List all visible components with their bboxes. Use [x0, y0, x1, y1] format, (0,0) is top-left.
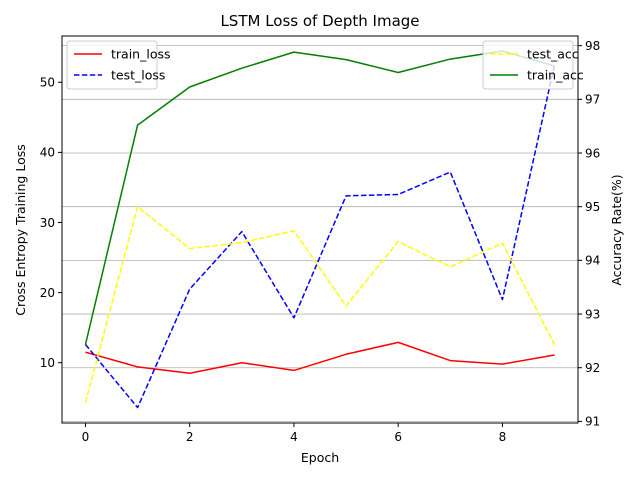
y-left-tick-label: 40	[40, 146, 55, 160]
y-left-tick-label: 30	[40, 216, 55, 230]
legends: train_loss test_loss test_acc train_acc	[66, 40, 584, 90]
legend-label: train_acc	[527, 68, 584, 83]
series-line-train-acc	[84, 50, 555, 345]
y-right-tick-label: 93	[585, 307, 600, 321]
x-tick-label: 2	[186, 430, 194, 444]
legend-label: test_acc	[527, 47, 579, 62]
x-tick-label: 8	[499, 430, 507, 444]
legend-label: test_loss	[111, 68, 165, 83]
axes: 0 2 4 6 8 10 20 30 40 50 91 92 93 94 95 96 97 98	[40, 35, 600, 444]
y-right-tick-label: 96	[585, 146, 600, 160]
x-tick-label: 4	[290, 430, 298, 444]
y-axis-left-label: Cross Entropy Training Loss	[13, 144, 28, 316]
series-line-test-loss	[84, 64, 556, 409]
legend-box	[482, 40, 574, 90]
y-left-tick-label: 50	[40, 76, 55, 90]
x-axis-label: Epoch	[301, 450, 339, 465]
legend-box	[66, 40, 158, 90]
plot-frame	[61, 35, 579, 424]
y-right-tick-label: 92	[585, 361, 600, 375]
y-left-tick-label: 10	[40, 356, 55, 370]
x-tick-label: 0	[82, 430, 90, 444]
series-line-train-loss	[85, 341, 555, 374]
y-right-tick-label: 98	[585, 39, 600, 53]
legend-upper-left: train_loss test_loss	[66, 40, 171, 90]
y-right-tick-label: 94	[585, 254, 600, 268]
series-lines	[84, 50, 556, 409]
x-tick-label: 6	[394, 430, 402, 444]
chart-title: LSTM Loss of Depth Image	[220, 12, 419, 30]
y-right-tick-label: 91	[585, 415, 600, 429]
y-axis-right-label: Accuracy Rate(%)	[609, 174, 624, 285]
y-left-tick-label: 20	[40, 286, 55, 300]
series-line-test-acc	[84, 205, 556, 403]
legend-upper-right: test_acc train_acc	[482, 40, 584, 90]
y-right-tick-label: 97	[585, 93, 600, 107]
legend-label: train_loss	[111, 47, 171, 62]
y-right-tick-label: 95	[585, 200, 600, 214]
